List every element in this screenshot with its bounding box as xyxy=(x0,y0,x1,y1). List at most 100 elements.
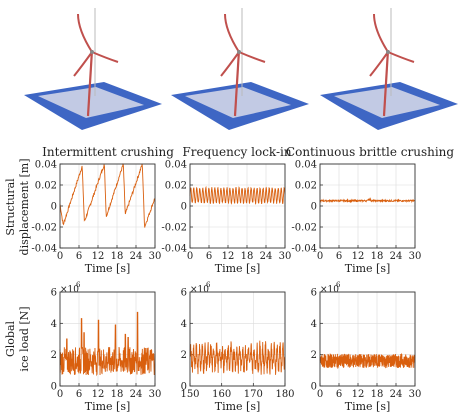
blade-up xyxy=(77,13,93,53)
y-tick-label: 4 xyxy=(311,319,317,330)
x-tick-label: 6 xyxy=(76,251,82,262)
axes-frame xyxy=(189,291,286,387)
x-tick-label: 18 xyxy=(371,251,384,262)
x-tick-label: 6 xyxy=(206,251,212,262)
series-line xyxy=(59,311,156,377)
x-tick-label: 170 xyxy=(244,389,263,400)
series-line xyxy=(189,340,286,375)
panel-2: 0 6 12 18 24 30 0.04 0.02 0 -0.02 -0.04 Time [s] xyxy=(161,160,291,276)
tower xyxy=(86,49,94,117)
y-tick-label: 0 xyxy=(311,202,317,213)
x-tick-label: 30 xyxy=(149,389,162,400)
x-tick-label: 0 xyxy=(57,389,63,400)
y-tick-label: 4 xyxy=(51,319,57,330)
hub xyxy=(237,50,241,54)
x-axis-label: Time [s] xyxy=(345,262,391,275)
axes-frame xyxy=(59,163,156,249)
x-axis-label: Time [s] xyxy=(215,262,261,275)
y-tick-label: 0 xyxy=(181,382,187,393)
x-tick-label: 30 xyxy=(149,251,162,262)
series-line xyxy=(319,352,416,369)
x-tick-label: 12 xyxy=(352,389,365,400)
ice-sheet xyxy=(334,87,440,118)
x-axis-label: Time [s] xyxy=(85,400,131,413)
panel-3: 0 6 12 18 24 30 0.04 0.02 0 -0.02 -0.04 Time [s] xyxy=(291,160,421,276)
turbine-lockin xyxy=(171,8,309,130)
turbine-brittle xyxy=(320,8,458,130)
x-tick-label: 24 xyxy=(130,389,143,400)
turbine-intermittent xyxy=(24,8,162,130)
y-tick-label: 0.02 xyxy=(295,181,317,192)
y-tick-label: 0.04 xyxy=(165,160,187,171)
ylabel-displacement-line1: Structural xyxy=(4,178,17,236)
x-tick-label: 18 xyxy=(111,251,124,262)
svg-text:×10: ×10 xyxy=(60,285,79,295)
x-tick-label: 30 xyxy=(409,389,422,400)
x-axis-label: Time [s] xyxy=(345,400,391,413)
blade-right xyxy=(238,51,266,63)
y-tick-label: -0.04 xyxy=(31,244,57,255)
x-tick-label: 24 xyxy=(390,251,403,262)
x-tick-label: 12 xyxy=(222,251,235,262)
y-tick-label: 6 xyxy=(181,288,187,299)
x-tick-label: 24 xyxy=(130,251,143,262)
y-tick-label: 0.04 xyxy=(35,160,57,171)
blade-right xyxy=(91,51,119,63)
ice-sheet xyxy=(38,87,144,118)
y-tick-label: -0.02 xyxy=(31,223,57,234)
hub xyxy=(90,50,94,54)
y-tick-label: -0.02 xyxy=(291,223,317,234)
axes-frame xyxy=(59,291,156,387)
svg-text:×10: ×10 xyxy=(190,285,209,295)
x-tick-label: 180 xyxy=(275,389,294,400)
x-tick-label: 0 xyxy=(317,389,323,400)
svg-text:6: 6 xyxy=(336,281,341,289)
y-tick-label: 0 xyxy=(51,382,57,393)
exponent-label-3: ×10 6 xyxy=(320,281,341,295)
x-tick-label: 30 xyxy=(279,251,292,262)
blade-down xyxy=(220,51,240,77)
y-tick-label: 2 xyxy=(311,350,317,361)
panel-title-brittle: Continuous brittle crushing xyxy=(286,145,454,159)
y-tick-label: 4 xyxy=(181,319,187,330)
y-tick-label: 6 xyxy=(311,288,317,299)
x-tick-label: 6 xyxy=(76,389,82,400)
series-line xyxy=(189,185,286,205)
hub xyxy=(386,50,390,54)
y-tick-label: 6 xyxy=(51,288,57,299)
x-tick-label: 160 xyxy=(212,389,231,400)
y-tick-label: 0 xyxy=(181,202,187,213)
x-tick-label: 150 xyxy=(180,389,199,400)
ylabel-load-line1: Global xyxy=(4,320,17,357)
y-tick-label: 0 xyxy=(51,202,57,213)
series-line xyxy=(319,197,415,204)
panel-title-lockin: Frequency lock-in xyxy=(182,145,291,159)
blade-right xyxy=(387,51,415,63)
tower xyxy=(382,49,390,117)
ice-sheet xyxy=(185,87,291,118)
x-tick-label: 6 xyxy=(336,251,342,262)
axes-frame xyxy=(189,163,286,249)
ylabel-displacement-line2: displacement [m] xyxy=(18,159,31,256)
x-tick-label: 12 xyxy=(92,389,105,400)
panel-title-intermittent: Intermittent crushing xyxy=(42,145,174,159)
x-tick-label: 0 xyxy=(57,251,63,262)
y-tick-label: 2 xyxy=(181,350,187,361)
x-tick-label: 18 xyxy=(111,389,124,400)
exponent-label-2: ×10 6 xyxy=(190,281,211,295)
svg-text:6: 6 xyxy=(206,281,211,289)
panel-5: 150 160 170 180 6 4 2 0 Time [s] xyxy=(180,288,294,414)
axes-frame xyxy=(319,291,416,387)
panel-6: 0 6 12 18 24 30 6 4 2 0 Time [s] xyxy=(311,288,422,414)
turbine-illustrations xyxy=(24,8,458,130)
panel-4: 0 6 12 18 24 30 6 4 2 0 Time [s] xyxy=(51,288,162,414)
y-tick-label: 0.02 xyxy=(165,181,187,192)
y-tick-label: -0.04 xyxy=(291,244,317,255)
x-tick-label: 12 xyxy=(92,251,105,262)
x-tick-label: 6 xyxy=(336,389,342,400)
x-axis-label: Time [s] xyxy=(85,262,131,275)
x-tick-label: 24 xyxy=(390,389,403,400)
x-tick-label: 0 xyxy=(317,251,323,262)
